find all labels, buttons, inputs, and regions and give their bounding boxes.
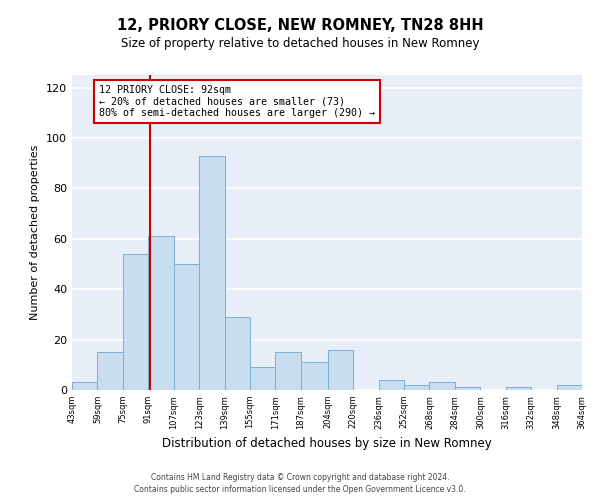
Bar [224,317,250,390]
Text: Contains public sector information licensed under the Open Government Licence v3: Contains public sector information licen… [134,485,466,494]
Text: 12 PRIORY CLOSE: 92sqm
← 20% of detached houses are smaller (73)
80% of semi-det: 12 PRIORY CLOSE: 92sqm ← 20% of detached… [99,85,375,118]
Y-axis label: Number of detached properties: Number of detached properties [31,145,40,320]
Bar [328,350,353,390]
Bar [123,254,148,390]
Bar [430,382,455,390]
Text: Contains HM Land Registry data © Crown copyright and database right 2024.: Contains HM Land Registry data © Crown c… [151,472,449,482]
Bar [199,156,224,390]
Bar [250,368,275,390]
Text: 12, PRIORY CLOSE, NEW ROMNEY, TN28 8HH: 12, PRIORY CLOSE, NEW ROMNEY, TN28 8HH [116,18,484,32]
Bar [455,388,481,390]
Text: Size of property relative to detached houses in New Romney: Size of property relative to detached ho… [121,38,479,51]
Bar [72,382,97,390]
Bar [379,380,404,390]
Bar [97,352,123,390]
Bar [301,362,328,390]
X-axis label: Distribution of detached houses by size in New Romney: Distribution of detached houses by size … [162,437,492,450]
Bar [404,385,430,390]
Bar [173,264,199,390]
Bar [557,385,582,390]
Bar [148,236,173,390]
Bar [275,352,301,390]
Bar [506,388,531,390]
